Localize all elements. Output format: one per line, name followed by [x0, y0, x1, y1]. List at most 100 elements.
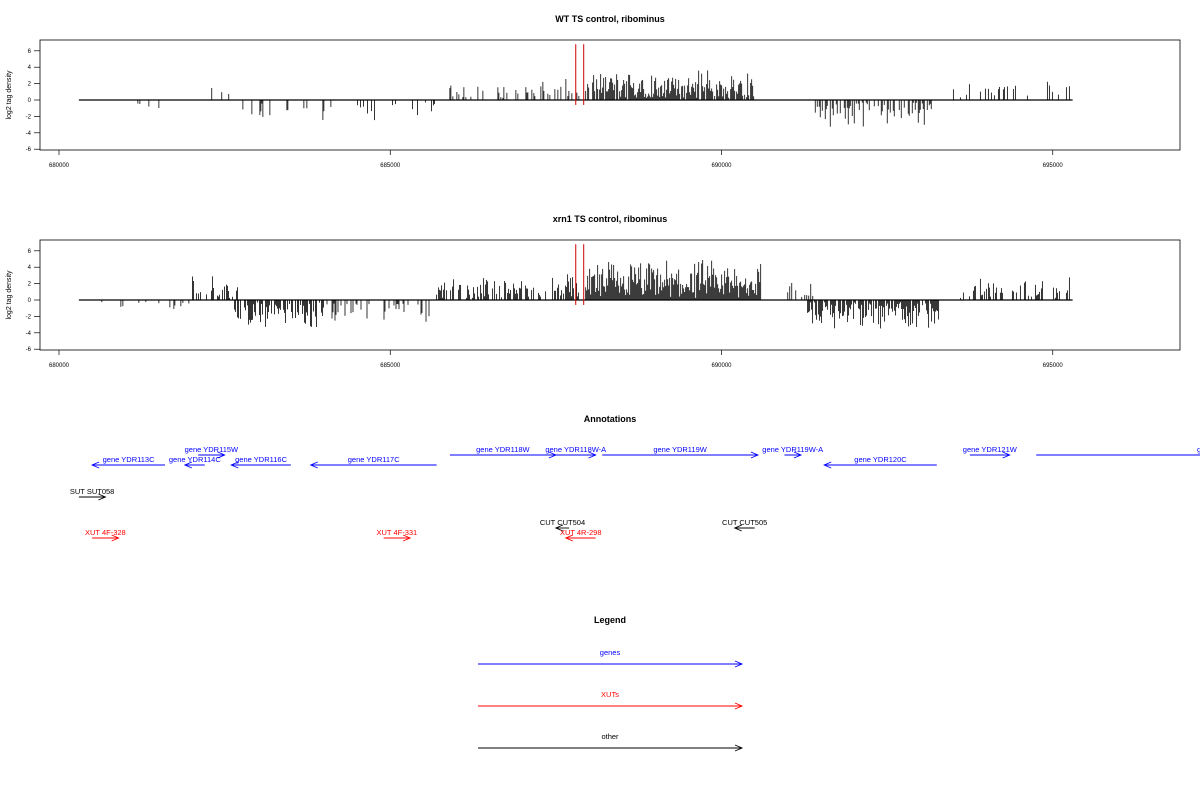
- arrowhead: [183, 461, 193, 469]
- y-tick-label: -6: [26, 347, 32, 353]
- annotation-label: SUT SUT058: [70, 487, 114, 496]
- legend-item: genes: [478, 648, 744, 668]
- y-tick-label: 6: [28, 49, 32, 55]
- arrowhead: [734, 660, 744, 668]
- arrowhead: [588, 451, 597, 459]
- xrn1-plot-frame: [39, 239, 1181, 351]
- y-tick-label: -4: [26, 331, 32, 337]
- x-tick-label: 685000: [380, 363, 401, 369]
- xrn1-position-markers: [575, 244, 585, 305]
- annotation-feature: SUT SUT058: [70, 487, 114, 501]
- y-tick-label: 0: [28, 298, 32, 304]
- arrowhead: [402, 534, 412, 542]
- x-tick-label: 680000: [49, 363, 70, 369]
- annotation-feature-edge: g: [1036, 445, 1200, 456]
- annotation-label: gene YDR119W: [653, 445, 707, 454]
- annotation-feature: gene YDR118W: [449, 445, 558, 459]
- xrn1-y-axis-label: log2 tag density: [6, 270, 13, 320]
- y-tick-label: 6: [28, 249, 32, 255]
- arrowhead: [734, 702, 744, 710]
- legend-item-label: other: [601, 732, 619, 741]
- x-tick-label: 695000: [1043, 363, 1064, 369]
- annotation-label: XUT 4F-331: [377, 528, 418, 537]
- arrowhead: [793, 451, 803, 459]
- annotation-label: gene YDR120C: [854, 455, 907, 464]
- annotation-label: XUT 4R-298: [560, 528, 602, 537]
- annotation-label: gene YDR121W: [963, 445, 1018, 454]
- wt-axis-ticks: -6 -4 -2 0 2 4 6 680000 685000 690000 695000: [26, 49, 1064, 169]
- annotation-feature: XUT 4F-328: [85, 528, 126, 542]
- arrowhead: [98, 493, 107, 501]
- annotation-feature: gene YDR119W-A: [762, 445, 823, 459]
- wt-y-axis-label: log2 tag density: [6, 70, 13, 120]
- annotation-label: gene YDR115W: [185, 445, 239, 454]
- annotation-label: XUT 4F-328: [85, 528, 126, 537]
- xrn1-axis-ticks: -6 -4 -2 0 2 4 6 680000 685000 690000 695000: [26, 249, 1064, 369]
- legend-item-label: genes: [600, 648, 621, 657]
- x-tick-label: 690000: [711, 363, 732, 369]
- annotation-feature: XUT 4F-331: [377, 528, 418, 542]
- annotation-feature: gene YDR114C: [169, 455, 221, 469]
- arrowhead: [750, 451, 760, 459]
- annotation-feature: gene YDR119W: [602, 445, 760, 459]
- wt-position-markers: [575, 44, 585, 105]
- x-tick-label: 695000: [1043, 163, 1064, 169]
- arrowhead: [217, 451, 226, 459]
- x-tick-label: 680000: [49, 163, 70, 169]
- annotation-feature: gene YDR121W: [963, 445, 1018, 459]
- annotation-feature: CUT CUT505: [722, 518, 767, 532]
- y-tick-label: -2: [26, 314, 32, 320]
- y-tick-label: 4: [28, 65, 32, 71]
- wt-plot-frame: [39, 39, 1181, 151]
- annotation-feature: gene YDR120C: [823, 455, 937, 469]
- annotation-feature: gene YDR113C: [90, 455, 165, 469]
- xrn1-density-bars: [78, 260, 1073, 329]
- annotation-label: gene YDR118W-A: [545, 445, 606, 454]
- y-tick-label: -2: [26, 114, 32, 120]
- arrowhead: [554, 524, 564, 532]
- y-tick-label: 0: [28, 98, 32, 104]
- arrowhead: [733, 524, 742, 532]
- annotation-feature: gene YDR116C: [230, 455, 291, 469]
- y-tick-label: 2: [28, 82, 32, 88]
- annotations-title: Annotations: [584, 414, 637, 424]
- arrowhead: [309, 461, 318, 469]
- annotation-label: CUT CUT505: [722, 518, 767, 527]
- arrowhead: [564, 534, 573, 542]
- y-tick-label: 4: [28, 265, 32, 271]
- legend-item: other: [478, 732, 744, 752]
- annotation-label: gene YDR114C: [169, 455, 221, 464]
- x-tick-label: 690000: [711, 163, 732, 169]
- annotation-feature: CUT CUT504: [540, 518, 585, 532]
- annotation-label: gene YDR119W-A: [762, 445, 823, 454]
- arrowhead: [734, 744, 744, 752]
- y-tick-label: -4: [26, 131, 32, 137]
- legend-item-label: XUTs: [601, 690, 619, 699]
- arrowhead: [230, 461, 239, 469]
- legend-item: XUTs: [478, 690, 744, 710]
- wt-panel-title: WT TS control, ribominus: [555, 14, 665, 24]
- annotation-feature: gene YDR118W-A: [545, 445, 606, 459]
- arrowhead: [111, 534, 120, 542]
- annotation-feature: XUT 4R-298: [560, 528, 602, 542]
- annotation-label: CUT CUT504: [540, 518, 585, 527]
- x-tick-label: 685000: [380, 163, 401, 169]
- arrowhead: [1002, 451, 1011, 459]
- annotation-feature: gene YDR115W: [185, 445, 239, 459]
- annotation-label: gene YDR117C: [348, 455, 400, 464]
- xrn1-panel: xrn1 TS control, ribominus log2 tag dens…: [6, 214, 1181, 369]
- y-tick-label: -6: [26, 147, 32, 153]
- annotation-label: gene YDR113C: [103, 455, 155, 464]
- legend-title: Legend: [594, 615, 626, 625]
- xrn1-panel-title: xrn1 TS control, ribominus: [553, 214, 668, 224]
- annotation-label: g: [1197, 445, 1200, 454]
- legend: genes XUTs other: [478, 648, 744, 752]
- y-tick-label: 2: [28, 282, 32, 288]
- annotation-label: gene YDR118W: [476, 445, 530, 454]
- arrowhead: [823, 461, 832, 469]
- arrowhead: [90, 461, 100, 469]
- annotation-label: gene YDR116C: [235, 455, 287, 464]
- wt-panel: WT TS control, ribominus log2 tag densit…: [6, 14, 1181, 169]
